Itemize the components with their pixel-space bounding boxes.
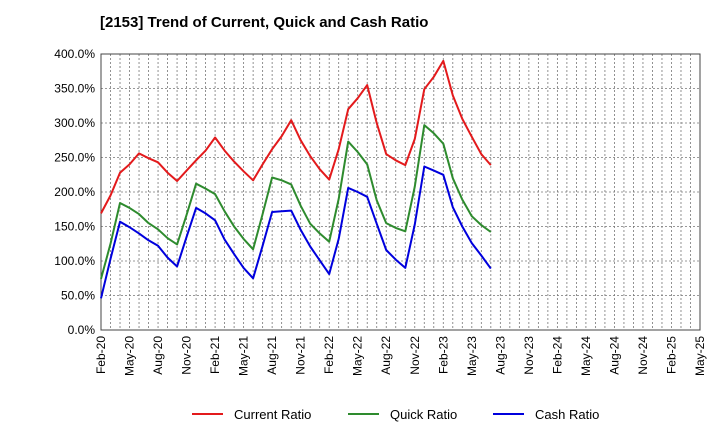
x-tick-label: Nov-24 xyxy=(636,336,650,375)
y-tick-label: 400.0% xyxy=(54,47,95,61)
legend-label: Cash Ratio xyxy=(535,407,599,422)
series-line-cash-ratio xyxy=(100,165,492,299)
x-tick-label: May-21 xyxy=(237,336,251,376)
x-tick-label: Nov-22 xyxy=(408,336,422,375)
x-tick-label: Feb-23 xyxy=(436,336,450,374)
x-tick-label: May-25 xyxy=(693,336,707,376)
x-tick-label: Aug-23 xyxy=(493,336,507,375)
x-tick-label: Nov-21 xyxy=(294,336,308,375)
legend-label: Current Ratio xyxy=(234,407,311,422)
x-tick-label: Nov-20 xyxy=(180,336,194,375)
plot-area-frame xyxy=(100,53,701,331)
y-tick-label: 50.0% xyxy=(61,289,95,303)
x-tick-label: Feb-21 xyxy=(208,336,222,374)
series-line-quick-ratio xyxy=(100,124,492,280)
chart-title: [2153] Trend of Current, Quick and Cash … xyxy=(100,14,429,31)
y-tick-label: 100.0% xyxy=(54,254,95,268)
x-tick-label: May-22 xyxy=(351,336,365,376)
x-tick-label: Aug-20 xyxy=(151,336,165,375)
x-tick-label: Nov-23 xyxy=(522,336,536,375)
x-tick-label: Aug-22 xyxy=(379,336,393,375)
y-tick-label: 250.0% xyxy=(54,151,95,165)
x-tick-label: May-23 xyxy=(465,336,479,376)
x-tick-label: Feb-22 xyxy=(322,336,336,374)
y-tick-label: 0.0% xyxy=(68,323,96,337)
x-tick-label: Feb-20 xyxy=(94,336,108,374)
x-tick-label: Feb-25 xyxy=(664,336,678,374)
y-tick-label: 200.0% xyxy=(54,185,95,199)
y-tick-label: 300.0% xyxy=(54,116,95,130)
x-tick-label: Aug-21 xyxy=(265,336,279,375)
x-tick-label: May-20 xyxy=(123,336,137,376)
x-tick-label: Feb-24 xyxy=(550,336,564,374)
x-tick-label: Aug-24 xyxy=(607,336,621,375)
y-tick-label: 350.0% xyxy=(54,82,95,96)
x-tick-label: May-24 xyxy=(579,336,593,376)
series-line-current-ratio xyxy=(100,59,492,214)
y-tick-label: 150.0% xyxy=(54,220,95,234)
legend-label: Quick Ratio xyxy=(390,407,457,422)
